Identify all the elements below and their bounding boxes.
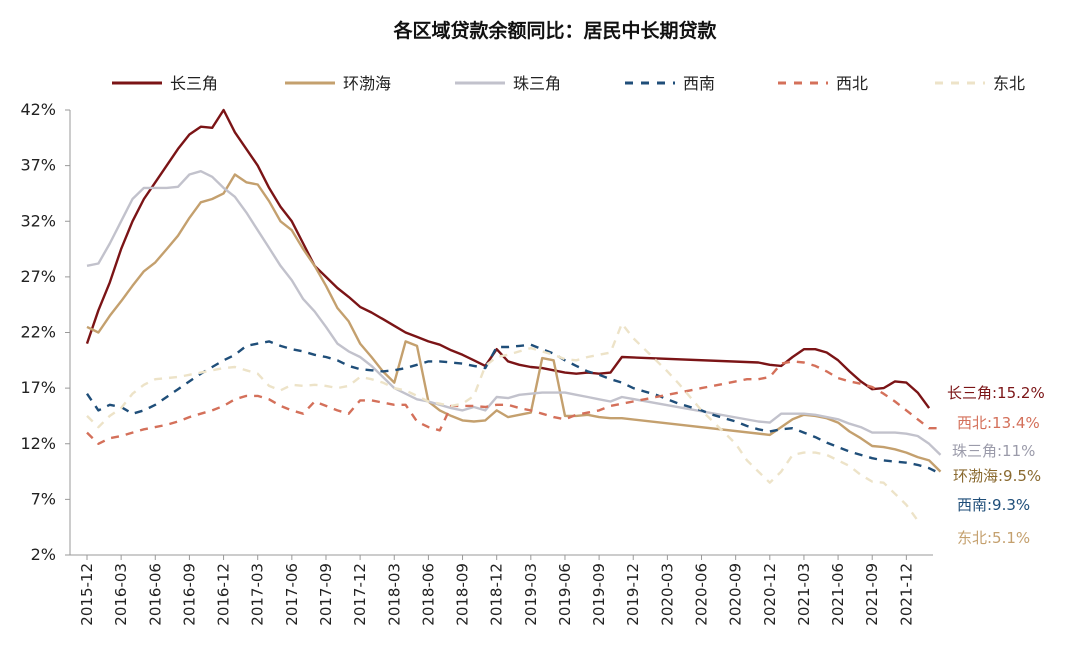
legend-label: 西南 bbox=[683, 74, 715, 93]
x-tick-label: 2020-03 bbox=[658, 563, 676, 626]
legend-label: 西北 bbox=[836, 74, 868, 93]
legend-label: 长三角 bbox=[170, 74, 218, 93]
x-tick-label: 2018-09 bbox=[454, 563, 472, 626]
y-tick-label: 22% bbox=[20, 323, 56, 342]
x-tick-label: 2021-12 bbox=[897, 563, 915, 626]
x-tick-label: 2016-09 bbox=[180, 563, 198, 626]
axes: 42% 37% 32% 27% 22% 17% 12% 7% 2% 2015-12 2016-03 2… bbox=[20, 100, 933, 626]
legend: 长三角 环渤海 珠三角 西南 西北 东北 bbox=[112, 74, 1025, 93]
legend-label: 环渤海 bbox=[343, 74, 391, 93]
legend-item: 东北 bbox=[935, 74, 1025, 93]
legend-item: 环渤海 bbox=[285, 74, 391, 93]
series-end-label: 西北:13.4% bbox=[957, 414, 1040, 432]
series-line bbox=[86, 340, 942, 475]
series-line bbox=[86, 360, 941, 445]
series-line bbox=[86, 322, 919, 522]
series-line bbox=[86, 170, 942, 456]
x-tick-label: 2018-12 bbox=[488, 563, 506, 626]
series-end-label: 长三角:15.2% bbox=[947, 384, 1045, 402]
y-tick-label: 27% bbox=[20, 267, 56, 286]
y-tick-label: 7% bbox=[31, 489, 56, 508]
end-labels: 长三角:15.2% 环渤海:9.5% 珠三角:11% 西南:9.3% 西北:13.4% 东… bbox=[947, 384, 1045, 547]
x-tick-label: 2015-12 bbox=[78, 563, 96, 626]
legend-item: 西南 bbox=[625, 74, 715, 93]
series-end-label: 西南:9.3% bbox=[957, 496, 1030, 514]
chart-title: 各区域贷款余额同比：居民中长期贷款 bbox=[392, 19, 717, 42]
x-tick-label: 2021-03 bbox=[795, 563, 813, 626]
x-tick-label: 2019-06 bbox=[556, 563, 574, 626]
legend-item: 珠三角 bbox=[455, 74, 561, 93]
x-tick-label: 2019-09 bbox=[590, 563, 608, 626]
series-line bbox=[86, 173, 942, 473]
legend-item: 西北 bbox=[778, 74, 868, 93]
x-tick-label: 2020-12 bbox=[761, 563, 779, 626]
legend-label: 珠三角 bbox=[513, 74, 561, 93]
x-tick-label: 2018-03 bbox=[385, 563, 403, 626]
x-tick-label: 2018-06 bbox=[419, 563, 437, 626]
series-end-label: 珠三角:11% bbox=[952, 442, 1035, 460]
x-tick-label: 2019-03 bbox=[522, 563, 540, 626]
y-tick-label: 2% bbox=[31, 545, 56, 564]
x-tick-label: 2021-09 bbox=[863, 563, 881, 626]
x-tick-label: 2021-06 bbox=[829, 563, 847, 626]
x-tick-label: 2019-12 bbox=[624, 563, 642, 626]
legend-item: 长三角 bbox=[112, 74, 218, 93]
x-tick-label: 2016-06 bbox=[146, 563, 164, 626]
y-tick-label: 12% bbox=[20, 434, 56, 453]
y-tick-label: 32% bbox=[20, 211, 56, 230]
series-end-label: 东北:5.1% bbox=[957, 529, 1030, 547]
x-tick-label: 2017-06 bbox=[283, 563, 301, 626]
y-tick-label: 17% bbox=[20, 378, 56, 397]
x-tick-label: 2017-09 bbox=[317, 563, 335, 626]
series-lines bbox=[85, 108, 942, 522]
y-tick-label: 42% bbox=[20, 100, 56, 119]
x-tick-label: 2020-09 bbox=[727, 563, 745, 626]
legend-label: 东北 bbox=[993, 74, 1025, 93]
series-line bbox=[85, 108, 931, 409]
x-tick-label: 2020-06 bbox=[693, 563, 711, 626]
y-tick-label: 37% bbox=[20, 156, 56, 175]
series-end-label: 环渤海:9.5% bbox=[953, 467, 1041, 485]
x-tick-label: 2016-12 bbox=[215, 563, 233, 626]
x-tick-label: 2017-03 bbox=[249, 563, 267, 626]
x-tick-label: 2016-03 bbox=[112, 563, 130, 626]
x-tick-label: 2017-12 bbox=[351, 563, 369, 626]
